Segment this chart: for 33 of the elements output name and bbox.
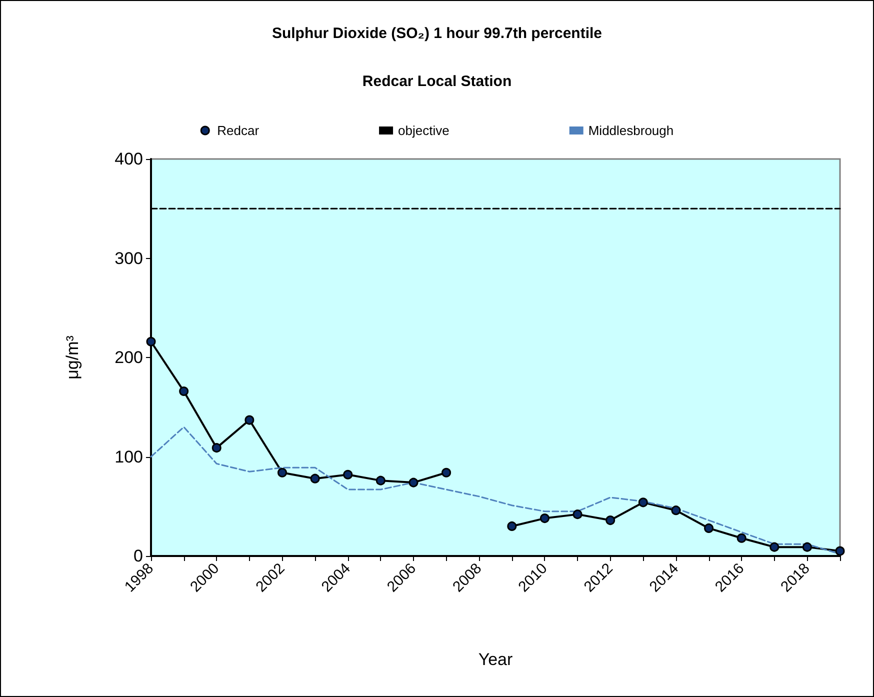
y-axis-title: μg/m³ xyxy=(63,335,82,380)
chart-subtitle: Redcar Local Station xyxy=(362,73,512,90)
x-axis-title: Year xyxy=(478,650,514,669)
point xyxy=(277,468,287,478)
point xyxy=(244,415,254,425)
y-tick-label: 100 xyxy=(114,447,143,466)
point xyxy=(408,478,418,488)
y-tick-label: 300 xyxy=(114,248,143,268)
point xyxy=(343,470,353,480)
point xyxy=(704,523,714,533)
point xyxy=(179,386,189,396)
legend-label: Middlesbrough xyxy=(588,123,674,138)
point xyxy=(442,468,452,478)
legend-label: objective xyxy=(398,123,450,138)
point xyxy=(802,542,812,552)
point xyxy=(146,336,156,346)
point xyxy=(212,443,222,453)
point xyxy=(376,476,386,486)
point xyxy=(736,533,746,543)
point xyxy=(540,514,550,524)
point xyxy=(770,542,780,552)
y-tick-label: 0 xyxy=(134,546,143,566)
point xyxy=(835,546,845,556)
y-tick-label: 200 xyxy=(114,348,143,367)
point xyxy=(310,474,320,484)
point xyxy=(638,498,648,508)
point xyxy=(606,516,616,526)
point xyxy=(572,510,582,520)
point xyxy=(507,521,517,531)
chart-title: Sulphur Dioxide (SO₂) 1 hour 99.7th percentile xyxy=(272,25,602,42)
point xyxy=(671,506,681,516)
y-tick-label: 400 xyxy=(114,150,143,168)
legend-label: Redcar xyxy=(217,123,260,138)
